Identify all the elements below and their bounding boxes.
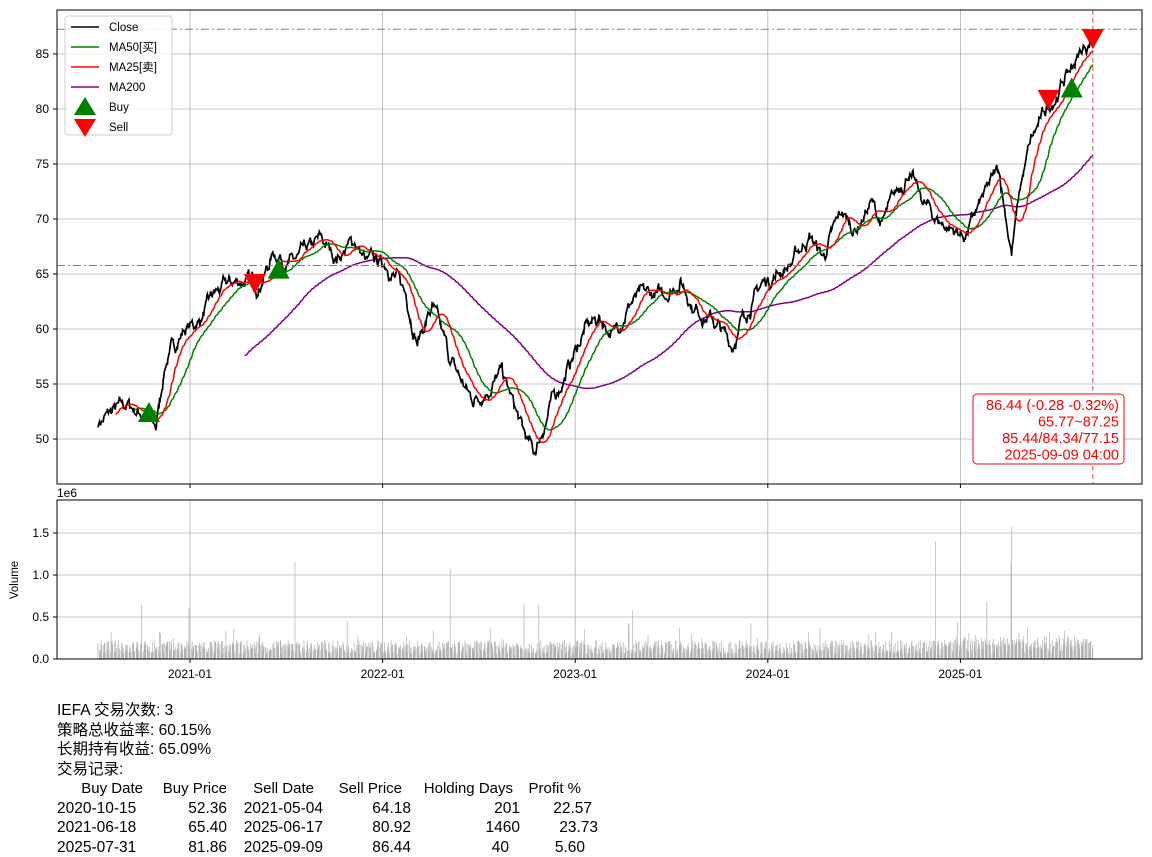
- cell: 23.73: [559, 819, 598, 836]
- cell: 2021-06-18: [57, 819, 137, 836]
- y-tick-label: 50: [36, 432, 50, 446]
- cell: 2025-07-31: [57, 838, 137, 856]
- table-row: 2021-06-18 65.40 2025-06-17 80.92 1460 23.73: [57, 818, 598, 838]
- y-tick-label: 70: [36, 212, 50, 226]
- volume-tick-label: 0.5: [32, 610, 49, 624]
- col-buy-date: Buy Date: [81, 780, 143, 797]
- records-title: 交易记录:: [57, 760, 124, 778]
- sell-marker: [1037, 89, 1060, 110]
- legend-box: [64, 15, 173, 136]
- cell: 5.60: [554, 838, 585, 856]
- stock-chart: 50 55 60 65 70 75 80 85 2021-01 2022-01 2023-01 202…: [9, 9, 1143, 681]
- col-profit: Profit %: [528, 780, 581, 797]
- legend-label: Close: [109, 22, 138, 34]
- trade-count: IEFA 交易次数: 3: [57, 702, 174, 719]
- x-tick-label: 2021-01: [168, 667, 212, 681]
- x-tick-label: 2022-01: [361, 667, 405, 681]
- volume-tick-label: 1.5: [32, 526, 49, 540]
- legend-label: Buy: [109, 102, 129, 114]
- info-line: 86.44 (-0.28 -0.32%): [986, 398, 1119, 414]
- cell: 1460: [485, 819, 520, 836]
- cell: 80.92: [372, 819, 411, 836]
- cell: 40: [491, 838, 509, 856]
- legend-label: MA200: [109, 82, 145, 94]
- y-tick-label: 65: [36, 267, 50, 281]
- trade-summary: IEFA 交易次数: 3 策略总收益率: 60.15% 长期持有收益: 65.0…: [57, 701, 598, 857]
- x-tick-label: 2024-01: [746, 667, 790, 681]
- cell: 65.40: [188, 819, 227, 836]
- cell: 2025-06-17: [243, 819, 323, 836]
- cell: 86.44: [372, 838, 411, 856]
- records-header: Buy Date Buy Price Sell Date Sell Price …: [57, 779, 598, 799]
- x-tick-label: 2025-01: [938, 667, 982, 681]
- y-tick-label: 75: [36, 157, 50, 171]
- sell-marker: [1081, 29, 1104, 50]
- volume-tick-label: 1.0: [32, 568, 49, 582]
- y-tick-label: 55: [36, 377, 50, 391]
- info-line: 2025-09-09 04:00: [1005, 448, 1120, 464]
- legend-label: MA50[买]: [109, 41, 157, 54]
- table-row: 2020-10-15 52.36 2021-05-04 64.18 201 22.57: [57, 799, 598, 819]
- cell: 2025-09-09: [243, 838, 323, 856]
- buy-hold-return: 长期持有收益: 65.09%: [57, 741, 212, 758]
- info-line: 85.44/84.34/77.15: [1002, 431, 1119, 447]
- buy-marker: [267, 258, 290, 279]
- col-sell-date: Sell Date: [253, 780, 314, 797]
- volume-axis-label: Volume: [9, 561, 21, 599]
- price-axes-frame: [56, 9, 1143, 485]
- cell: 52.36: [188, 799, 227, 817]
- col-sell-price: Sell Price: [338, 780, 402, 797]
- legend-sell-icon: [74, 119, 96, 137]
- col-holding-days: Holding Days: [423, 780, 513, 797]
- sell-marker: [243, 274, 266, 295]
- cell: 64.18: [372, 799, 411, 817]
- legend: Close MA50[买] MA25[卖] MA200 Buy Sell: [64, 15, 173, 137]
- cell: 81.86: [188, 838, 227, 856]
- cell: 2021-05-04: [243, 799, 323, 817]
- cell: 201: [494, 799, 520, 817]
- strategy-return: 策略总收益率: 60.15%: [57, 721, 212, 739]
- buy-marker: [1060, 77, 1083, 98]
- legend-label: MA25[卖]: [109, 61, 157, 74]
- table-row: 2025-07-31 81.86 2025-09-09 86.44 40 5.60: [57, 838, 598, 857]
- ma50-line: [133, 64, 1094, 431]
- volume-axes-frame: [56, 499, 1143, 660]
- y-tick-label: 85: [36, 47, 50, 61]
- x-tick-label: 2023-01: [553, 667, 597, 681]
- legend-buy-icon: [74, 97, 96, 115]
- info-line: 65.77~87.25: [1038, 415, 1119, 431]
- info-box: [972, 393, 1125, 465]
- volume-tick-label: 0.0: [32, 652, 49, 666]
- cell: 22.57: [553, 799, 592, 817]
- col-buy-price: Buy Price: [162, 780, 227, 797]
- close-line: [97, 38, 1094, 456]
- y-tick-label: 80: [36, 102, 50, 116]
- y-tick-label: 60: [36, 322, 50, 336]
- legend-label: Sell: [109, 122, 128, 134]
- volume-scale-label: 1e6: [57, 486, 77, 500]
- buy-marker: [137, 402, 160, 423]
- ma200-line: [244, 154, 1094, 390]
- cell: 2020-10-15: [57, 799, 137, 817]
